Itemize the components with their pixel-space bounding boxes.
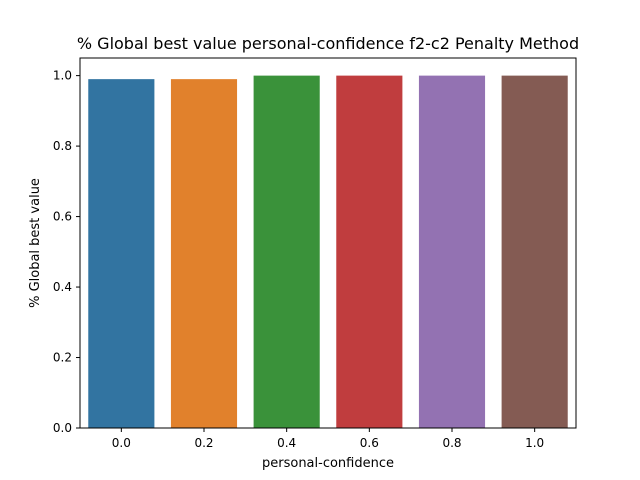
x-tick-label: 0.8 xyxy=(442,436,461,450)
chart-title: % Global best value personal-confidence … xyxy=(77,34,579,53)
y-tick-label: 0.2 xyxy=(53,351,72,365)
x-tick-label: 0.0 xyxy=(112,436,131,450)
x-tick-label: 0.2 xyxy=(194,436,213,450)
x-tick-label: 1.0 xyxy=(525,436,544,450)
x-tick-label: 0.4 xyxy=(277,436,296,450)
bar-1.0 xyxy=(501,75,568,429)
y-axis-label: % Global best value xyxy=(28,178,43,308)
bar-0.6 xyxy=(336,75,403,429)
bar-0.8 xyxy=(418,75,486,429)
plot-frame xyxy=(79,57,577,429)
y-axis-ticks: 0.0 0.2 0.4 0.6 0.8 1.0 xyxy=(53,69,80,435)
x-axis-label: personal-confidence xyxy=(262,456,394,471)
y-tick-label: 0.0 xyxy=(53,421,72,435)
bar-0.2 xyxy=(170,79,238,428)
y-tick-label: 0.4 xyxy=(53,280,72,294)
y-tick-label: 1.0 xyxy=(53,69,72,83)
x-axis-ticks: 0.0 0.2 0.4 0.6 0.8 1.0 xyxy=(112,428,544,450)
y-tick-label: 0.8 xyxy=(53,139,72,153)
bars-group xyxy=(88,75,568,429)
bar-0.4 xyxy=(253,75,320,429)
bar-0.0 xyxy=(88,79,155,428)
y-tick-label: 0.6 xyxy=(53,210,72,224)
x-tick-label: 0.6 xyxy=(360,436,379,450)
